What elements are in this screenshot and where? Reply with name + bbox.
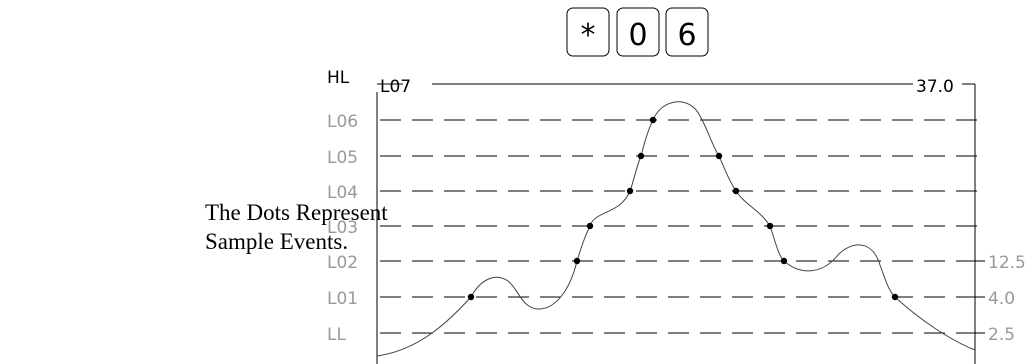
- sample-event-dot: [626, 187, 634, 195]
- level-l05: L05: [327, 148, 985, 168]
- sample-event-dot: [780, 257, 788, 265]
- key-six[interactable]: 6: [665, 7, 709, 57]
- sample-events: [467, 116, 899, 301]
- caption-line-1: The Dots Represent: [205, 200, 388, 225]
- key-star-label: *: [581, 18, 596, 53]
- level-value: 4.0: [988, 289, 1015, 309]
- key-six-label: 6: [677, 18, 696, 53]
- top-line-right-value: 37.0: [916, 77, 954, 97]
- signal-curve: [376, 101, 976, 357]
- level-label: L04: [327, 183, 358, 203]
- caption: The Dots Represent Sample Events.: [205, 198, 388, 256]
- level-l02: L02 12.5: [327, 253, 1026, 273]
- level-label: L05: [327, 148, 358, 168]
- sample-event-dot: [715, 152, 723, 160]
- level-label: L03: [327, 218, 358, 238]
- sample-event-dot: [467, 293, 475, 301]
- caption-line-2: Sample Events.: [205, 229, 349, 254]
- level-l04: L04: [327, 183, 985, 203]
- header-label: HL: [327, 68, 350, 88]
- key-zero[interactable]: 0: [616, 7, 660, 57]
- level-lines: L06 L05 L04 L03 L02 12.5 L01 4.0 LL 2.5: [327, 112, 1026, 345]
- sample-event-dot: [586, 222, 594, 230]
- top-line-left-label: L07: [380, 77, 411, 97]
- key-star[interactable]: *: [566, 7, 610, 57]
- sample-event-dot: [649, 116, 657, 124]
- sample-event-dot: [637, 152, 645, 160]
- key-zero-label: 0: [628, 18, 647, 53]
- sample-event-dot: [891, 293, 899, 301]
- top-line: L07 37.0: [376, 77, 976, 364]
- level-l01: L01 4.0: [327, 289, 1015, 309]
- level-label: L06: [327, 112, 358, 132]
- level-label: L01: [327, 289, 358, 309]
- level-l06: L06: [327, 112, 985, 132]
- sample-event-dot: [573, 257, 581, 265]
- level-value: 2.5: [988, 325, 1015, 345]
- level-value: 12.5: [988, 253, 1026, 273]
- level-l03: L03: [327, 218, 985, 238]
- sample-event-dot: [766, 222, 774, 230]
- keypad: * 0 6: [566, 7, 709, 57]
- sample-event-dot: [732, 187, 740, 195]
- level-label: LL: [327, 325, 346, 345]
- level-label: L02: [327, 253, 358, 273]
- level-ll: LL 2.5: [327, 325, 1015, 345]
